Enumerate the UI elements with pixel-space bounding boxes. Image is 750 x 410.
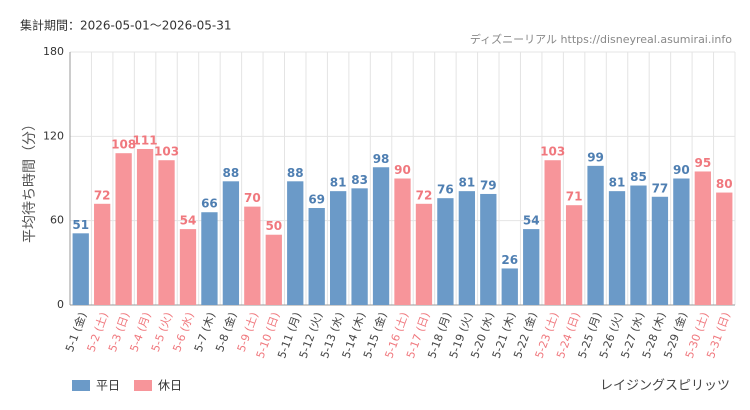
bar [458, 191, 476, 305]
source: ディズニーリアル https://disneyreal.asumirai.inf… [470, 32, 732, 46]
bar [673, 178, 690, 305]
bar [115, 153, 132, 305]
bar [136, 148, 154, 305]
data-label: 98 [373, 152, 390, 166]
legend-swatch [134, 380, 152, 391]
data-label: 95 [694, 156, 711, 170]
data-label: 81 [459, 176, 476, 190]
data-label: 90 [673, 163, 690, 177]
data-label: 79 [480, 178, 497, 192]
bar [544, 160, 561, 305]
data-label: 81 [330, 176, 347, 190]
legend-label: 平日 [96, 379, 120, 393]
data-label: 81 [609, 176, 626, 190]
data-label: 103 [154, 145, 179, 159]
data-label: 88 [223, 166, 240, 180]
chart-subtitle: 集計期間：2026-05-01〜2026-05-31 [20, 18, 231, 33]
data-label: 66 [201, 197, 218, 211]
y-tick-label: 120 [43, 129, 64, 142]
data-label: 51 [72, 218, 89, 232]
data-label: 88 [287, 166, 304, 180]
data-label: 108 [111, 138, 136, 152]
bar [501, 268, 518, 305]
data-label: 90 [394, 163, 411, 177]
bar [565, 205, 583, 305]
bar [523, 229, 540, 305]
bar [72, 233, 89, 305]
bar [587, 165, 604, 305]
bar [372, 167, 390, 305]
bar [158, 160, 175, 305]
bar [630, 185, 647, 305]
bar [287, 181, 304, 305]
data-label: 85 [630, 170, 647, 184]
y-tick-label: 60 [50, 214, 64, 227]
bar [94, 203, 111, 305]
data-label: 72 [416, 188, 433, 202]
bar [351, 188, 368, 305]
bar [608, 191, 626, 305]
bar [308, 208, 325, 305]
bar [694, 171, 711, 305]
data-label: 26 [501, 253, 518, 267]
y-axis-label: 平均待ち時間（分） [22, 117, 38, 243]
bar [222, 181, 240, 305]
bar [716, 192, 733, 305]
bar [415, 203, 433, 305]
data-label: 71 [566, 190, 583, 204]
data-label: 50 [265, 219, 282, 233]
bar [329, 191, 347, 305]
y-tick-label: 180 [43, 45, 64, 58]
bar [394, 178, 411, 305]
legend-label: 休日 [158, 379, 182, 393]
chart-title: レイジングスピリッツ [600, 379, 730, 394]
data-label: 72 [94, 188, 111, 202]
data-label: 76 [437, 183, 454, 197]
data-label: 103 [540, 145, 565, 159]
data-label: 83 [351, 173, 368, 187]
data-label: 70 [244, 191, 261, 205]
bar [179, 229, 197, 305]
data-label: 111 [133, 133, 158, 147]
bar [244, 206, 261, 305]
data-label: 77 [652, 181, 669, 195]
bar [651, 196, 669, 305]
data-label: 54 [180, 214, 197, 228]
legend-swatch [72, 380, 90, 391]
bar [480, 193, 497, 305]
y-tick-label: 0 [57, 298, 64, 311]
data-label: 69 [308, 193, 325, 207]
bar [201, 212, 218, 305]
data-label: 54 [523, 214, 540, 228]
bar [265, 234, 282, 305]
bar [437, 198, 454, 305]
data-label: 80 [716, 177, 733, 191]
data-label: 99 [587, 150, 604, 164]
